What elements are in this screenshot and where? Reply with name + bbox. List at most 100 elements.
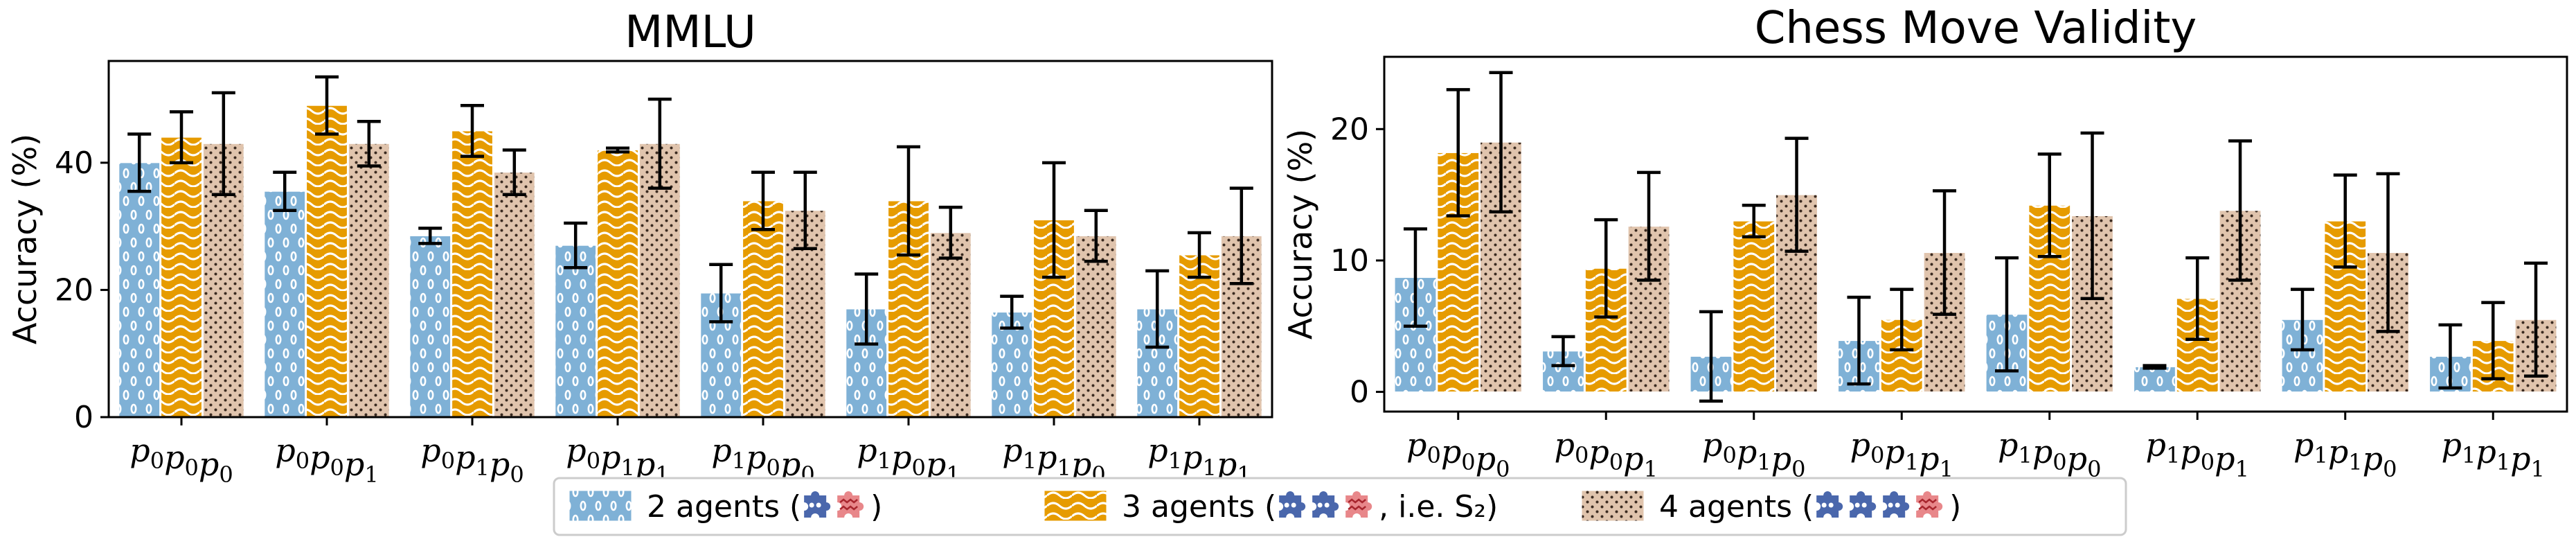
y-tick-label: 0 xyxy=(1350,375,1369,410)
x-tick-label: p0p0p0 xyxy=(1406,426,1510,482)
x-tick-label: p0p1p1 xyxy=(1850,426,1953,482)
error-bar-3-agents-2 xyxy=(315,75,339,136)
legend-swatch xyxy=(1581,490,1645,522)
bar-4-agents-6 xyxy=(929,232,972,418)
chart-title: Chess Move Validity xyxy=(1755,3,2197,54)
error-bar-3-agents-6 xyxy=(2185,256,2210,341)
bar-2-agents-2 xyxy=(1542,351,1584,393)
chart-panel-2: Chess Move Validity Accuracy (%) 0 10 20 p0p0… xyxy=(1282,3,2568,482)
error-bar-2-agents-2 xyxy=(1551,335,1575,367)
error-bar-4-agents-5 xyxy=(2080,131,2104,301)
error-bar-3-agents-3 xyxy=(1742,204,1766,239)
bar-2-agents-1 xyxy=(118,162,161,418)
chart-title: MMLU xyxy=(625,7,756,58)
error-bar-2-agents-7 xyxy=(1000,294,1024,330)
x-tick-label: p1p0p1 xyxy=(2146,426,2249,482)
error-bar-2-agents-8 xyxy=(2438,323,2462,390)
error-bar-3-agents-8 xyxy=(2481,301,2505,380)
legend: 2 agents () 3 agents ( , i.e. S₂) 4 agents … xyxy=(553,477,2127,536)
error-bar-3-agents-8 xyxy=(1188,231,1211,279)
error-bar-4-agents-7 xyxy=(1084,209,1108,263)
error-bar-4-agents-1 xyxy=(1489,71,1513,214)
y-tick-label: 10 xyxy=(1330,243,1369,279)
bar-3-agents-4 xyxy=(597,150,638,418)
legend-label: 3 agents ( xyxy=(1122,489,1276,525)
error-bar-3-agents-1 xyxy=(1446,88,1470,218)
error-bar-2-agents-3 xyxy=(418,227,442,245)
bar-3-agents-1 xyxy=(161,136,202,418)
error-bar-3-agents-2 xyxy=(1594,218,1618,319)
x-tick-label: p1p0p1 xyxy=(857,432,960,488)
error-bar-3-agents-4 xyxy=(606,146,629,154)
bar-3-agents-3 xyxy=(1733,220,1776,393)
bar-3-agents-8 xyxy=(1179,254,1220,418)
chart-panel-1: MMLU Accuracy (%) 0 20 40 p0p0p0 p0p0p1 p0p1p0 p… xyxy=(6,7,1273,488)
error-bar-2-agents-7 xyxy=(2290,288,2314,352)
legend-label: 2 agents ( xyxy=(647,489,801,525)
x-tick-label: p0p1p0 xyxy=(1702,426,1805,482)
legend-suffix: , i.e. S₂) xyxy=(1379,489,1498,525)
error-bar-3-agents-5 xyxy=(2037,152,2061,258)
legend-box xyxy=(553,477,2127,536)
error-bar-4-agents-6 xyxy=(938,205,963,260)
error-bar-4-agents-6 xyxy=(2228,139,2253,282)
error-bar-2-agents-5 xyxy=(1994,256,2019,373)
error-bar-2-agents-2 xyxy=(273,170,297,212)
error-bar-4-agents-2 xyxy=(1637,170,1661,282)
legend-swatch xyxy=(569,490,632,522)
x-tick-label: p0p1p0 xyxy=(420,432,524,488)
error-bar-2-agents-1 xyxy=(1403,227,1427,328)
bar-2-agents-2 xyxy=(264,191,306,418)
legend-item-3-agents: 3 agents ( , i.e. S₂) xyxy=(1044,489,1498,525)
bar-4-agents-7 xyxy=(1075,235,1117,418)
error-bar-2-agents-6 xyxy=(2143,364,2167,370)
x-tick-label: p0p0p1 xyxy=(1555,426,1658,482)
error-bar-3-agents-5 xyxy=(751,170,775,231)
error-bar-4-agents-4 xyxy=(647,97,672,190)
plot-frame xyxy=(107,60,1273,419)
y-axis-label: Accuracy (%) xyxy=(1282,129,1319,340)
legend-suffix: ) xyxy=(870,489,882,525)
error-bar-3-agents-7 xyxy=(2333,173,2357,269)
y-tick-label: 0 xyxy=(74,400,93,435)
error-bar-3-agents-6 xyxy=(897,145,920,257)
legend-item-4-agents: 4 agents () xyxy=(1581,489,1961,525)
error-bar-4-agents-7 xyxy=(2376,172,2400,333)
bar-3-agents-3 xyxy=(451,130,493,418)
error-bar-4-agents-8 xyxy=(1229,186,1253,285)
error-bar-4-agents-3 xyxy=(1785,136,1809,253)
error-bar-2-agents-8 xyxy=(1145,269,1170,349)
error-bar-2-agents-1 xyxy=(127,132,152,193)
y-axis-label: Accuracy (%) xyxy=(6,134,44,344)
error-bar-2-agents-5 xyxy=(709,263,733,324)
error-bar-2-agents-6 xyxy=(855,272,879,346)
error-bar-2-agents-4 xyxy=(564,221,588,270)
x-tick-label: p1p1p0 xyxy=(2293,426,2397,482)
error-bar-4-agents-5 xyxy=(793,170,817,251)
x-tick-label: p0p0p1 xyxy=(275,432,378,488)
error-bar-4-agents-2 xyxy=(357,119,381,168)
error-bar-4-agents-4 xyxy=(1933,189,1957,316)
error-bar-2-agents-4 xyxy=(1847,295,1871,386)
bar-3-agents-5 xyxy=(742,200,784,418)
error-bar-3-agents-3 xyxy=(460,104,484,158)
error-bar-2-agents-3 xyxy=(1699,310,1723,403)
error-bar-3-agents-7 xyxy=(1042,161,1066,279)
y-tick-label: 20 xyxy=(1330,112,1369,147)
plot-frame xyxy=(1383,55,2568,413)
legend-swatch xyxy=(1044,490,1107,522)
bar-4-agents-2 xyxy=(348,143,390,418)
x-tick-label: p0p0p0 xyxy=(129,432,233,488)
x-tick-label: p1p0p0 xyxy=(1998,426,2101,482)
error-bar-4-agents-8 xyxy=(2524,261,2548,378)
bar-2-agents-4 xyxy=(555,245,597,418)
error-bar-3-agents-4 xyxy=(1890,288,1914,352)
error-bar-3-agents-1 xyxy=(170,110,193,165)
x-tick-label: p1p1p1 xyxy=(2442,426,2545,482)
y-tick-label: 40 xyxy=(55,146,93,181)
legend-suffix: ) xyxy=(1949,489,1961,525)
error-bar-4-agents-3 xyxy=(502,148,526,196)
bar-2-agents-3 xyxy=(409,235,451,418)
y-tick-label: 20 xyxy=(55,272,93,308)
